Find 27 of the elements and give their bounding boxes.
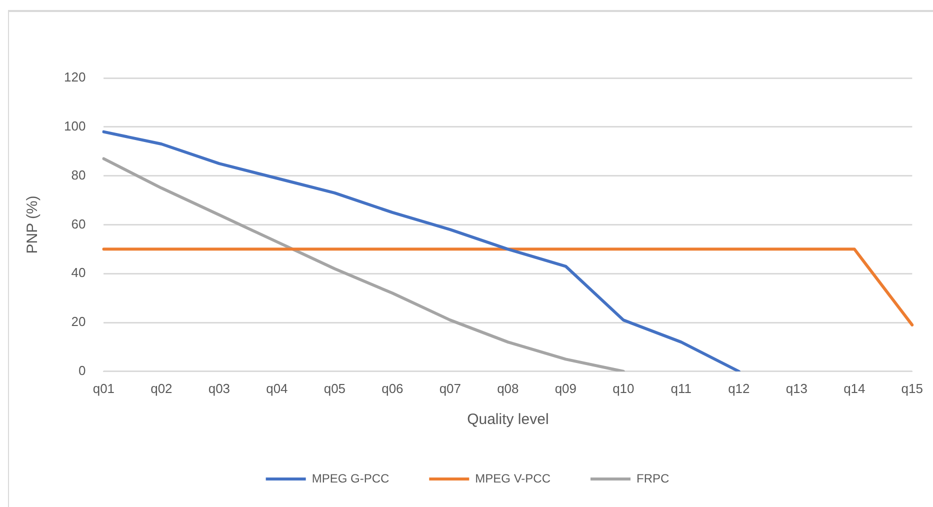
x-tick-label: q02 [150, 380, 172, 396]
y-tick-label: 40 [71, 265, 86, 280]
y-tick-label: 100 [64, 118, 86, 134]
x-tick-label: q03 [208, 380, 230, 396]
x-tick-label: q12 [728, 380, 750, 396]
y-tick-label: 80 [71, 167, 86, 182]
x-tick-label: q07 [439, 380, 462, 396]
y-axis-title: PNP (%) [24, 196, 42, 254]
legend-label: MPEG G-PCC [312, 471, 390, 486]
x-tick-label: q15 [901, 380, 924, 396]
x-axis-title: Quality level [467, 411, 549, 428]
x-tick-label: q01 [92, 380, 115, 396]
x-tick-label: q09 [554, 380, 577, 396]
y-tick-label: 0 [78, 362, 86, 378]
y-tick-label: 60 [71, 216, 86, 232]
x-tick-label: q11 [670, 380, 692, 396]
x-tick-label: q14 [844, 380, 866, 396]
legend-label: MPEG V-PCC [475, 471, 551, 486]
x-tick-label: q08 [497, 380, 519, 396]
y-tick-label: 20 [71, 314, 86, 330]
x-tick-label: q13 [786, 380, 808, 396]
x-tick-label: q10 [612, 380, 634, 396]
y-tick-label: 120 [64, 70, 86, 85]
x-tick-label: q06 [382, 380, 404, 396]
x-tick-label: q05 [324, 380, 346, 396]
legend-label: FRPC [636, 471, 670, 486]
x-tick-label: q04 [266, 380, 288, 396]
